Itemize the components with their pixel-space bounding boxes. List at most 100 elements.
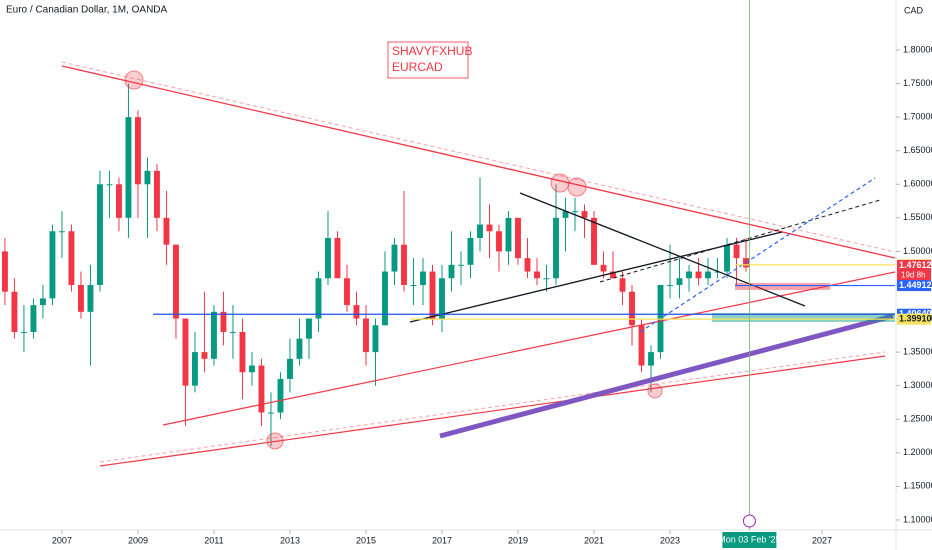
candle-body	[543, 278, 550, 280]
candle-body	[20, 331, 27, 333]
x-tick-label: 2017	[432, 535, 452, 545]
marker-circle	[124, 70, 144, 90]
price-label: 1.47612	[899, 260, 932, 270]
x-tick-label: 2027	[812, 535, 832, 545]
marker-circle	[266, 432, 284, 450]
crosshair-label-bg	[722, 532, 777, 548]
candle-body	[125, 117, 132, 218]
trend-line	[61, 65, 896, 259]
y-tick-label: 1.20000	[903, 447, 932, 457]
candle-body	[220, 311, 227, 332]
candle-body	[325, 237, 331, 279]
y-tick-label: 1.75000	[903, 78, 932, 88]
candle-body	[78, 284, 84, 312]
candle-body	[154, 170, 160, 218]
candle-body	[439, 278, 445, 319]
y-tick-label: 1.10000	[903, 514, 932, 524]
candle-body	[372, 325, 379, 353]
candle-body	[401, 244, 407, 285]
candle-body	[163, 217, 170, 245]
x-tick-label: 2009	[128, 535, 148, 545]
drawings: SHAVYFXHUB EURCAD	[61, 41, 896, 467]
candle-body	[486, 224, 493, 232]
trend-line	[519, 192, 806, 307]
channel-line	[439, 313, 894, 439]
candle-body	[581, 211, 588, 218]
candle-body	[11, 291, 18, 332]
zone	[712, 313, 895, 322]
candle-body	[562, 211, 569, 218]
x-tick-label: 2021	[584, 535, 604, 545]
candle-body	[201, 352, 208, 359]
candle-body	[239, 331, 246, 373]
candle-body	[116, 184, 122, 218]
candle-body	[695, 271, 702, 279]
candle-body	[30, 305, 37, 332]
trend-line	[162, 271, 896, 426]
y-tick-label: 1.25000	[903, 414, 932, 424]
candle-body	[619, 278, 626, 292]
candle-body	[524, 258, 531, 272]
candle-body	[173, 244, 179, 319]
candle-body	[49, 231, 56, 299]
candle-body	[144, 170, 151, 185]
candle-body	[315, 278, 322, 319]
y-tick-label: 1.15000	[903, 481, 932, 491]
alert-icon	[742, 514, 756, 528]
candle-body	[182, 318, 189, 386]
candle-body	[686, 271, 692, 279]
candle-body	[610, 271, 616, 279]
candle-body	[667, 284, 673, 286]
candle-body	[600, 264, 607, 272]
chart-title: Euro / Canadian Dollar, 1M, OANDA	[6, 5, 168, 16]
candle-body	[733, 244, 740, 259]
x-tick-label: 2019	[508, 535, 528, 545]
marker-circle	[550, 173, 570, 193]
y-tick-label: 1.65000	[903, 145, 932, 155]
crosshair-label: Mon 03 Feb '25	[718, 534, 780, 544]
candle-body	[296, 338, 303, 359]
candle-body	[192, 352, 198, 386]
candle-body	[676, 278, 683, 285]
candle-body	[458, 264, 464, 266]
candle-body	[382, 271, 388, 326]
marker-circle	[567, 177, 587, 197]
x-tick-label: 2011	[204, 535, 223, 545]
candle-body	[572, 211, 578, 213]
candle-body	[59, 231, 65, 233]
note-text: EURCAD	[392, 60, 443, 74]
y-tick-label: 1.60000	[903, 179, 932, 189]
y-tick-label: 1.55000	[903, 212, 932, 222]
y-axis-label: CAD	[904, 5, 924, 15]
x-tick-label: 2023	[660, 535, 680, 545]
price-label-bg	[897, 259, 931, 282]
y-tick-label: 1.30000	[903, 380, 932, 390]
candle-body	[39, 298, 46, 306]
candle-body	[448, 264, 455, 279]
candle-body	[353, 305, 360, 319]
candle-body	[306, 318, 312, 339]
candle-body	[467, 237, 474, 265]
candle-body	[724, 244, 730, 272]
candle-body	[638, 325, 645, 366]
candle-body	[287, 358, 293, 379]
x-tick-label: 2013	[280, 535, 300, 545]
candle-body	[211, 311, 217, 359]
candle-body	[410, 284, 417, 286]
note-box	[387, 41, 469, 79]
candle-body	[714, 271, 721, 273]
y-tick-label: 1.50000	[903, 246, 932, 256]
candle-body	[496, 231, 502, 252]
price-label: 1.44912	[899, 280, 932, 290]
candle-body	[249, 365, 255, 373]
candle-body	[97, 184, 103, 285]
trend-line	[409, 231, 783, 323]
trend-dashed	[61, 61, 896, 253]
candle-body	[629, 291, 635, 326]
price-label: 1.39910	[899, 314, 932, 324]
candle-body	[258, 365, 265, 413]
candle-body	[106, 184, 113, 186]
candle-body	[505, 217, 512, 252]
y-tick-label: 1.80000	[903, 44, 932, 54]
trend-dashed	[99, 351, 886, 463]
